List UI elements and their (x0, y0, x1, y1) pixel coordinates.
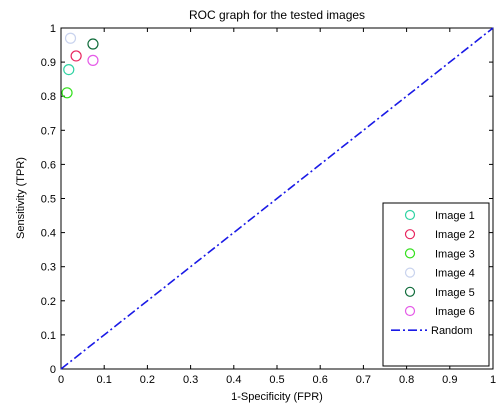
x-tick-label: 0.6 (313, 374, 328, 386)
legend-swatch-image-5 (404, 286, 416, 297)
legend-label: Random (431, 325, 473, 337)
legend-box (382, 202, 490, 367)
point-image-3 (61, 87, 73, 99)
x-tick-label: 0.9 (442, 374, 457, 386)
legend-swatch-image-4 (404, 267, 416, 278)
y-tick-label: 0.7 (41, 125, 56, 137)
legend-label: Image 2 (435, 229, 475, 241)
legend-label: Image 5 (435, 287, 475, 299)
y-tick-label: 0.5 (41, 194, 56, 206)
y-tick-label: 0.6 (41, 159, 56, 171)
y-tick-label: 0 (50, 364, 56, 376)
y-tick-label: 1 (50, 23, 56, 35)
y-tick-label: 0.9 (41, 57, 56, 69)
y-tick-label: 0.2 (41, 296, 56, 308)
chart-marks (60, 27, 494, 370)
x-tick-label: 0.8 (399, 374, 414, 386)
x-tick-label: 0.3 (183, 374, 198, 386)
x-tick-label: 0.7 (356, 374, 371, 386)
y-tick-label: 0.3 (41, 262, 56, 274)
x-tick-label: 0.4 (226, 374, 241, 386)
legend-label: Image 3 (435, 248, 475, 260)
point-image-5 (87, 38, 99, 50)
y-tick-label: 0.4 (41, 228, 56, 240)
legend: Image 1 Image 2 Image 3 Image 4 Image 5 Image… (382, 202, 490, 367)
y-tick-label: 0.8 (41, 91, 56, 103)
y-tick-label: 0.1 (41, 330, 56, 342)
x-tick-label: 0.5 (269, 374, 284, 386)
legend-label: Image 6 (435, 306, 475, 318)
x-axis-label: 1-Specificity (FPR) (231, 391, 323, 403)
point-image-4 (64, 32, 77, 44)
legend-items: Image 1 Image 2 Image 3 Image 4 Image 5 Image… (391, 209, 475, 337)
random-line (60, 27, 494, 370)
legend-swatch-image-6 (404, 305, 416, 317)
x-tick-label: 0 (58, 374, 64, 386)
x-tick-label: 0.2 (140, 374, 155, 386)
point-image-1 (63, 64, 75, 76)
legend-swatch-image-1 (404, 209, 416, 221)
x-tick-label: 1 (490, 374, 496, 386)
legend-swatch-image-3 (404, 248, 416, 259)
legend-label: Image 1 (435, 210, 475, 222)
x-tick-label: 0.1 (97, 374, 112, 386)
legend-swatch-image-2 (404, 229, 416, 240)
chart-title: ROC graph for the tested images (189, 8, 365, 22)
point-image-6 (87, 54, 99, 66)
axis-ticks: 0 0.1 0.2 0.3 0.4 0.5 0.6 0.7 0.8 0.9 1 0 0.1 0.2 0.3 0… (41, 23, 496, 386)
legend-label: Image 4 (435, 268, 475, 280)
y-axis-label: Sensitivity (TPR) (15, 157, 27, 239)
point-image-2 (70, 50, 82, 62)
